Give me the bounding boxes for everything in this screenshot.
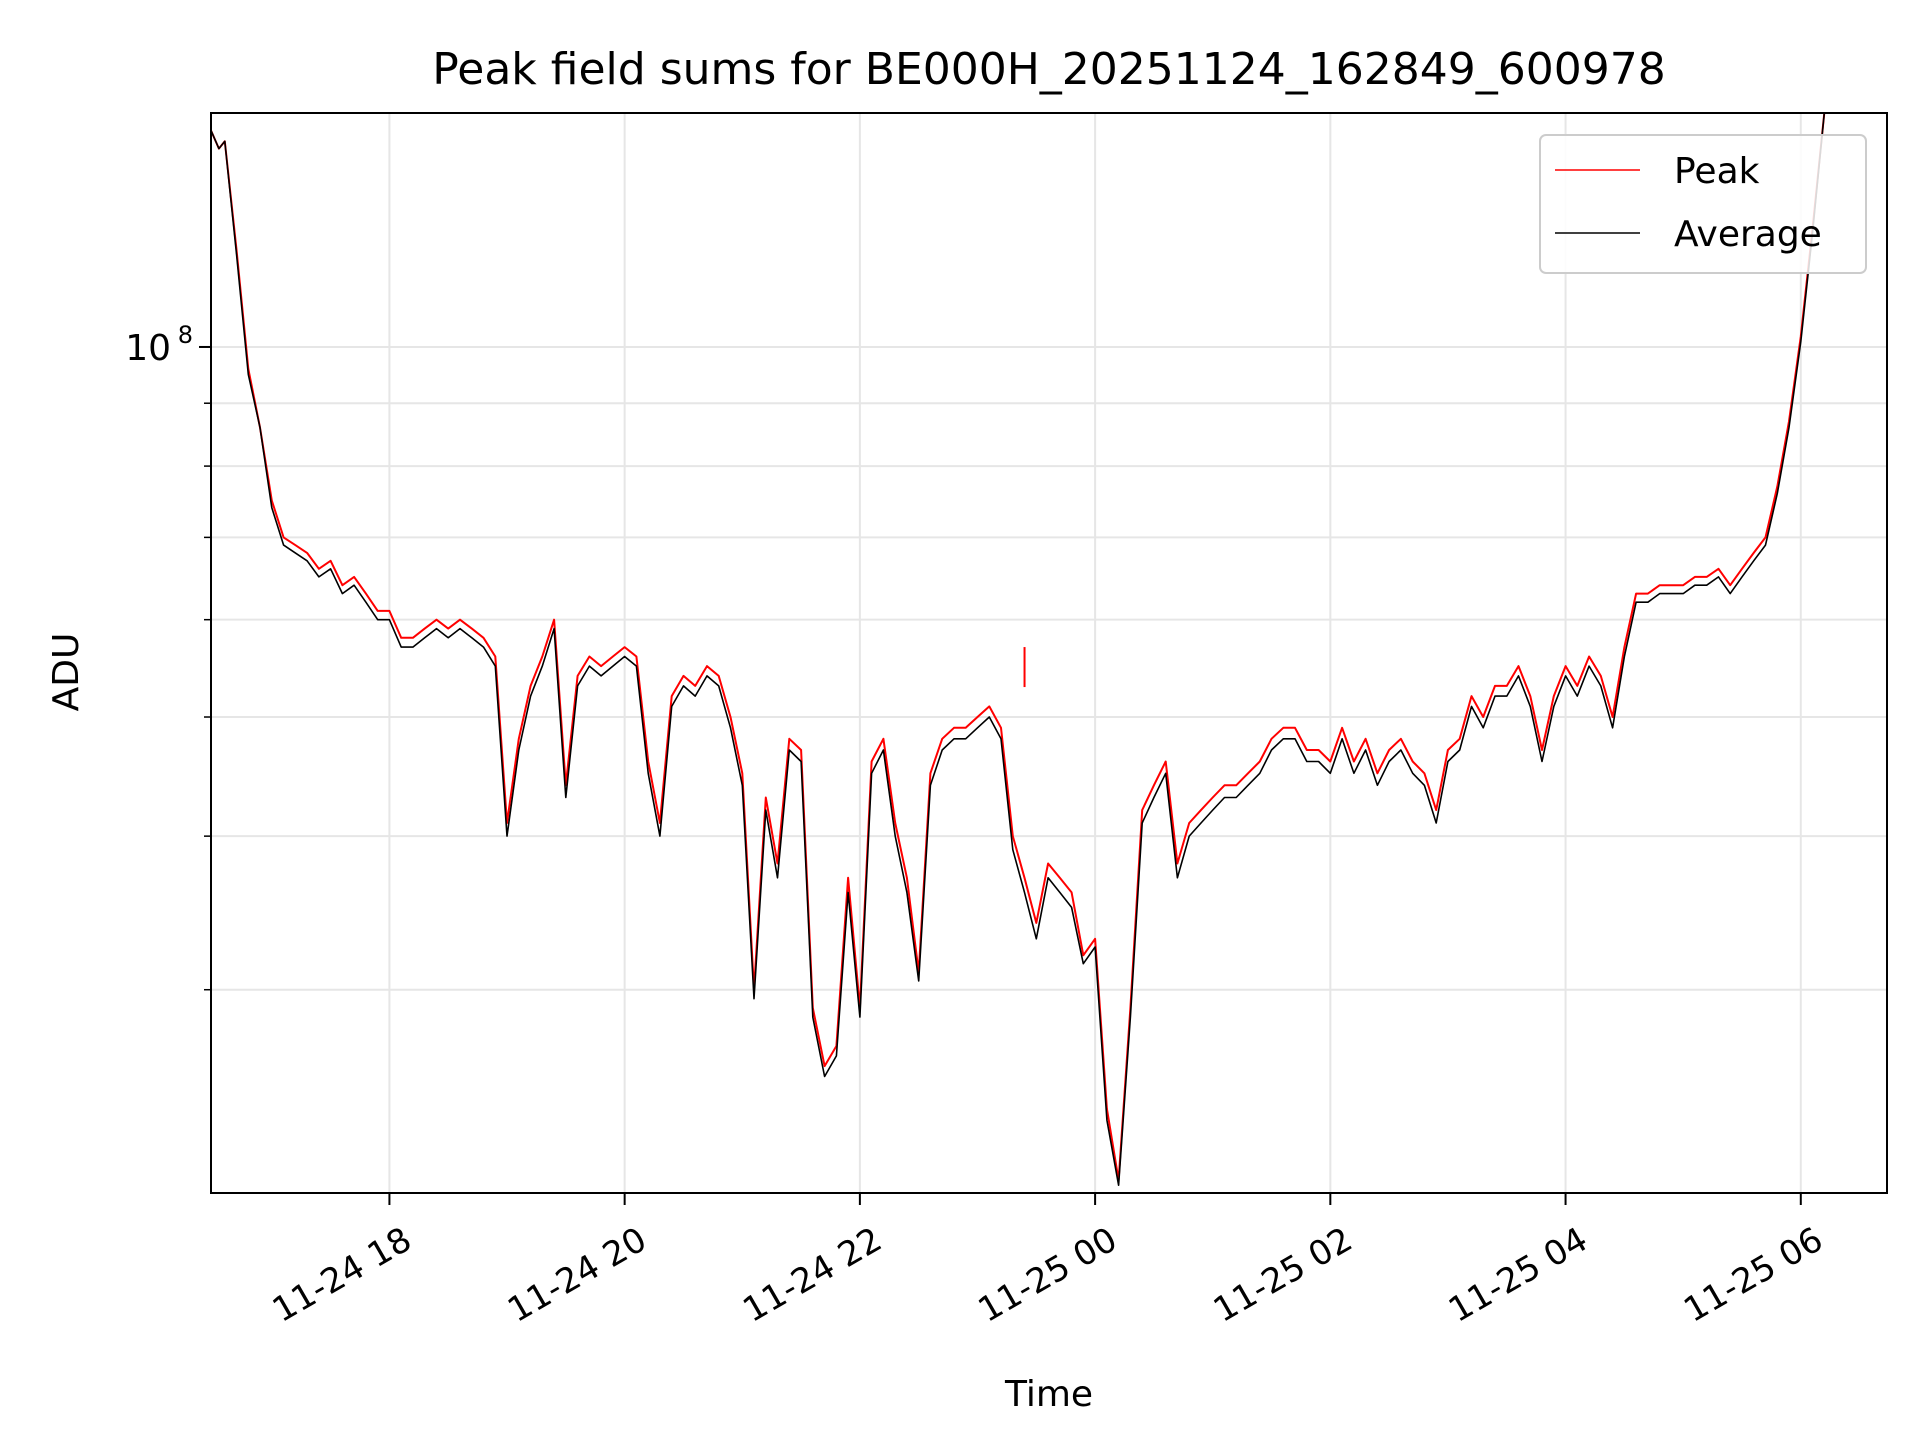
y-axis: 10 8 bbox=[125, 321, 211, 991]
legend-average-label: Average bbox=[1674, 214, 1822, 255]
plot-area-frame bbox=[210, 112, 1888, 1194]
y-tick-label-exponent: 8 bbox=[178, 321, 193, 349]
grid-layer bbox=[211, 113, 1887, 1193]
legend: Peak Average bbox=[1539, 134, 1867, 274]
chart-title: Peak field sums for BE000H_20251124_1628… bbox=[432, 44, 1665, 95]
y-tick-label: 10 bbox=[125, 328, 171, 369]
y-axis-label: ADU bbox=[46, 633, 87, 712]
legend-peak-label: Peak bbox=[1674, 151, 1760, 192]
series-line-peak bbox=[210, 112, 1826, 1182]
series-line-average bbox=[210, 112, 1826, 1186]
x-axis-label: Time bbox=[1004, 1374, 1093, 1415]
series-layer bbox=[210, 112, 1826, 1186]
